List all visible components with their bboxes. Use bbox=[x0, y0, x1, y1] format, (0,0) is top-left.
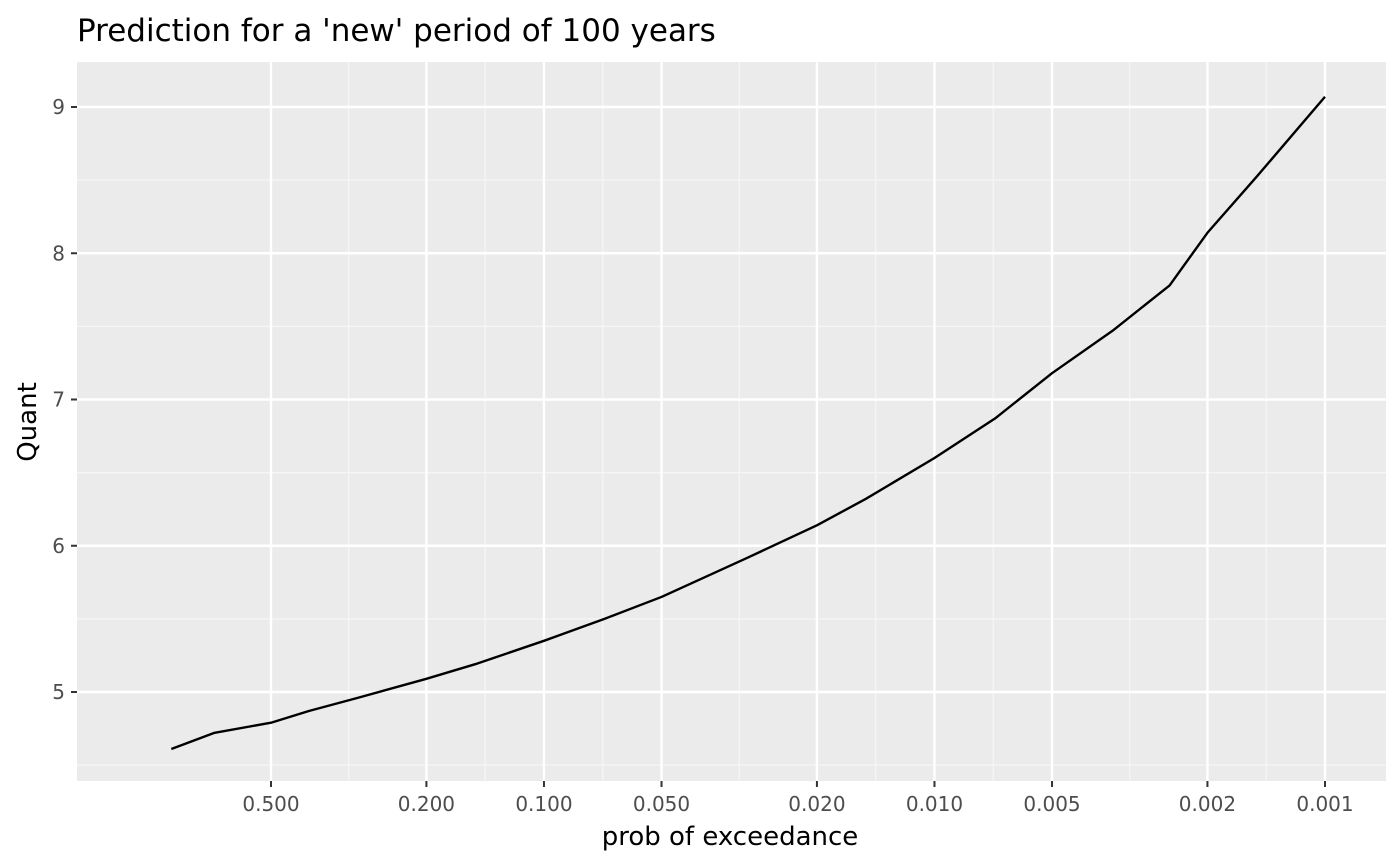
x-tick-label: 0.005 bbox=[1023, 792, 1080, 816]
y-tick-label: 5 bbox=[52, 680, 65, 704]
x-tick-label: 0.002 bbox=[1179, 792, 1236, 816]
x-tick-label: 0.050 bbox=[633, 792, 690, 816]
x-axis-title: prob of exceedance bbox=[602, 822, 859, 852]
x-tick-label: 0.500 bbox=[242, 792, 299, 816]
major-gridlines bbox=[77, 62, 1386, 781]
x-tick-label: 0.100 bbox=[515, 792, 572, 816]
y-tick-label: 9 bbox=[52, 95, 65, 119]
x-tick-label: 0.200 bbox=[398, 792, 455, 816]
chart-title: Prediction for a 'new' period of 100 yea… bbox=[77, 13, 716, 49]
y-tick-label: 7 bbox=[52, 388, 65, 412]
x-axis: 0.500 0.200 0.100 0.050 0.020 0.010 0.005 0.002… bbox=[242, 781, 1354, 816]
x-tick-label: 0.010 bbox=[906, 792, 963, 816]
x-tick-label: 0.001 bbox=[1296, 792, 1353, 816]
y-axis: 5 6 7 8 9 bbox=[52, 95, 77, 704]
quantile-line bbox=[170, 95, 1326, 751]
minor-gridlines bbox=[77, 62, 1386, 781]
y-tick-label: 8 bbox=[52, 241, 65, 265]
x-tick-label: 0.020 bbox=[788, 792, 845, 816]
y-tick-label: 6 bbox=[52, 534, 65, 558]
plot-panel bbox=[77, 62, 1386, 781]
y-axis-title: Quant bbox=[13, 382, 43, 462]
